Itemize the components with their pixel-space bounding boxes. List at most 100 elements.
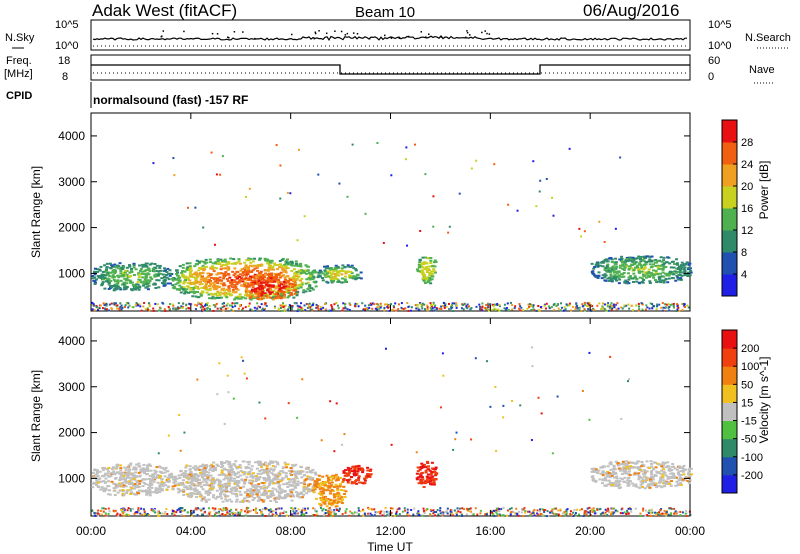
velocity-echo-cell: [305, 471, 309, 474]
power-echo-cell: [299, 265, 303, 268]
power-ground-scatter-cell: [419, 302, 422, 305]
power-echo-cell: [299, 279, 303, 282]
power-echo-cell: [194, 287, 198, 290]
velocity-echo-cell: [274, 501, 278, 504]
velocity-echo-cell: [115, 464, 119, 467]
power-echo-cell: [263, 257, 267, 260]
velocity-echo-cell: [290, 469, 294, 472]
power-echo-cell: [283, 278, 287, 281]
power-echo-cell: [290, 262, 294, 265]
velocity-ground-scatter-cell: [500, 508, 503, 511]
power-echo-cell: [125, 277, 129, 280]
velocity-echo-cell: [429, 473, 433, 476]
power-echo-cell: [178, 281, 182, 284]
power-echo-cell: [335, 270, 339, 273]
velocity-echo-cell: [177, 483, 181, 486]
velocity-echo-cell: [228, 479, 232, 482]
velocity-echo-cell: [257, 491, 261, 494]
velocity-echo-cell: [133, 466, 137, 469]
power-echo-cell: [113, 285, 117, 288]
velocity-echo-cell: [187, 495, 191, 498]
velocity-echo-cell: [336, 498, 340, 501]
power-echo-cell: [616, 276, 620, 279]
power-ground-scatter-cell: [320, 308, 323, 311]
velocity-echo-cell: [104, 488, 108, 491]
power-ground-scatter-cell: [486, 303, 489, 306]
power-echo-cell: [256, 297, 260, 300]
nsky-spike: [162, 30, 165, 32]
power-echo-cell: [314, 285, 318, 288]
power-echo-cell: [249, 284, 253, 287]
power-echo-cell: [170, 277, 174, 280]
power-echo-cell: [243, 261, 247, 264]
velocity-ground-scatter-cell: [490, 509, 493, 512]
power-ground-scatter-cell: [607, 309, 610, 312]
velocity-echo-cell: [235, 498, 239, 501]
velocity-echo-cell: [217, 481, 221, 484]
power-echo-cell: [241, 270, 245, 273]
velocity-echo-cell: [312, 486, 316, 489]
velocity-echo-cell: [663, 485, 667, 488]
velocity-echo-cell: [667, 477, 671, 480]
power-echo-cell: [675, 262, 679, 265]
nave-label: Nave: [749, 64, 775, 76]
power-ground-scatter-cell: [103, 303, 106, 306]
velocity-echo-cell: [648, 486, 652, 489]
power-echo-cell: [282, 290, 286, 293]
power-echo-cell: [287, 263, 291, 266]
power-ground-scatter-cell: [467, 305, 470, 308]
power-echo-cell: [354, 278, 358, 281]
power-ground-scatter-cell: [226, 302, 229, 305]
velocity-ground-scatter-cell: [612, 512, 615, 515]
power-ground-scatter-cell: [148, 303, 151, 306]
power-echo-cell: [425, 269, 429, 272]
velocity-ground-scatter-cell: [206, 513, 209, 516]
velocity-echo-cell: [190, 480, 194, 483]
power-echo-cell: [159, 269, 163, 272]
velocity-echo-cell: [233, 488, 237, 491]
velocity-echo-cell: [221, 462, 225, 465]
power-echo-cell: [249, 290, 253, 293]
power-ground-scatter-cell: [407, 309, 410, 312]
power-echo-cell: [656, 266, 660, 269]
velocity-echo-cell: [184, 470, 188, 473]
power-echo-cell: [185, 267, 189, 270]
power-ground-scatter-cell: [565, 303, 568, 306]
velocity-echo-cell: [605, 473, 609, 476]
velocity-echo-cell: [622, 480, 626, 483]
power-echo-cell: [148, 279, 152, 282]
power-echo-cell: [125, 286, 129, 289]
velocity-echo-cell: [327, 482, 331, 485]
power-echo-cell: [93, 270, 97, 273]
power-echo-cell: [188, 262, 192, 265]
power-ground-scatter-cell: [379, 302, 382, 305]
velocity-echo-cell: [265, 492, 269, 495]
velocity-echo-cell: [319, 486, 323, 489]
velocity-echo-cell: [185, 486, 189, 489]
power-echo-cell: [121, 264, 125, 267]
power-echo-cell: [123, 271, 127, 274]
velocity-echo-cell: [110, 471, 114, 474]
power-ground-scatter-cell: [279, 304, 282, 307]
power-ground-scatter-cell: [593, 308, 596, 311]
power-ground-scatter-cell: [683, 303, 686, 306]
velocity-ground-scatter-cell: [327, 513, 330, 516]
power-ground-scatter-cell: [587, 302, 590, 305]
velocity-echo-cell: [219, 490, 223, 493]
power-echo-cell: [211, 265, 215, 268]
velocity-echo-cell: [650, 462, 654, 465]
power-noise-cell: [507, 203, 510, 206]
power-echo-cell: [324, 267, 328, 270]
power-echo-cell: [261, 289, 265, 292]
velocity-echo-cell: [180, 483, 184, 486]
power-ground-scatter-cell: [649, 302, 652, 305]
velocity-echo-cell: [324, 489, 328, 492]
power-echo-cell: [252, 275, 256, 278]
velocity-echo-cell: [632, 466, 636, 469]
power-echo-cell: [190, 275, 194, 278]
power-ground-scatter-cell: [108, 303, 111, 306]
power-echo-cell: [143, 269, 147, 272]
power-echo-cell: [430, 278, 434, 281]
velocity-ground-scatter-cell: [213, 513, 216, 516]
velocity-echo-cell: [627, 470, 631, 473]
